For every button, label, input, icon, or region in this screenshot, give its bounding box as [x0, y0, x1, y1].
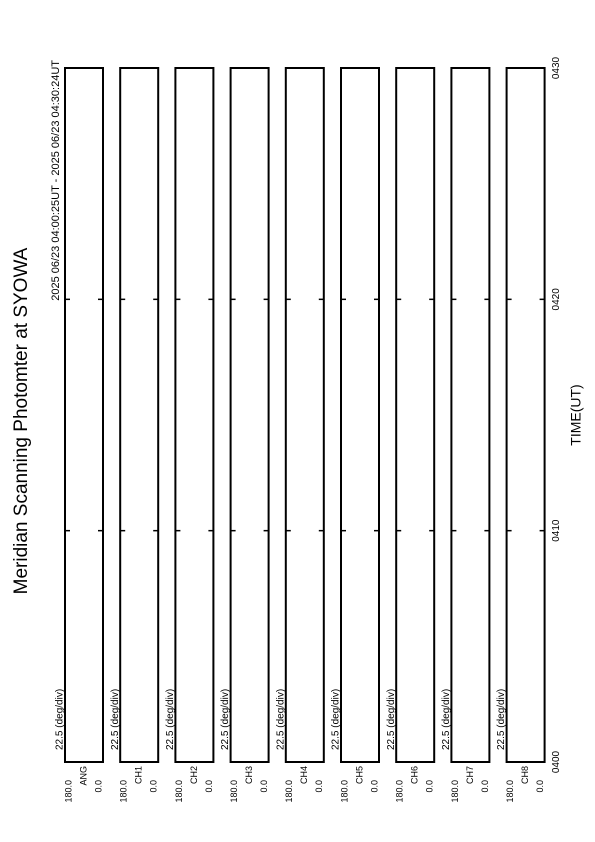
x-tick-label: 0420: [551, 288, 562, 311]
y-tick-label: 180.0: [119, 780, 129, 803]
panel-frame: [395, 67, 436, 763]
x-tick-label: 0430: [551, 56, 562, 79]
panel-label: CH7: [465, 766, 475, 784]
y-tick-label: 0.0: [204, 780, 214, 793]
panel-label: CH2: [189, 766, 199, 784]
panel-label: CH4: [299, 766, 309, 784]
y-tick-label: 180.0: [174, 780, 184, 803]
panel-label: CH1: [134, 766, 144, 784]
y-tick-label: 180.0: [63, 780, 73, 803]
x-tick-label: 0410: [551, 519, 562, 542]
y-tick-label: 0.0: [259, 780, 269, 793]
scale-label: 22.5 (deg/div): [165, 689, 176, 750]
scale-label: 22.5 (deg/div): [496, 689, 507, 750]
y-tick-label: 0.0: [425, 780, 435, 793]
y-tick-label: 180.0: [284, 780, 294, 803]
scale-label: 22.5 (deg/div): [386, 689, 397, 750]
scale-label: 22.5 (deg/div): [275, 689, 286, 750]
panel-label: CH3: [244, 766, 254, 784]
panel-frame: [229, 67, 270, 763]
panel-label: CH6: [410, 766, 420, 784]
y-tick-label: 180.0: [505, 780, 515, 803]
panel-frame: [505, 67, 546, 763]
panel-frame: [340, 67, 380, 763]
y-tick-label: 0.0: [369, 780, 379, 793]
y-tick-label: 180.0: [395, 780, 405, 803]
x-tick-label: 0400: [551, 750, 562, 773]
panel-label: ANG: [78, 766, 88, 786]
panel-frame: [64, 67, 104, 763]
y-tick-label: 0.0: [93, 780, 103, 793]
scale-label: 22.5 (deg/div): [220, 689, 231, 750]
panel-frame: [119, 67, 160, 763]
panel-frame: [174, 67, 215, 763]
scale-label: 22.5 (deg/div): [55, 689, 66, 750]
scale-label: 22.5 (deg/div): [110, 689, 121, 750]
scale-label: 22.5 (deg/div): [331, 689, 342, 750]
panel-frame: [284, 67, 325, 763]
y-tick-label: 180.0: [450, 780, 460, 803]
y-tick-label: 0.0: [480, 780, 490, 793]
y-tick-label: 180.0: [339, 780, 349, 803]
panel-label: CH8: [520, 766, 530, 784]
y-tick-label: 0.0: [314, 780, 324, 793]
chart-title: Meridian Scanning Photomter at SYOWA: [11, 247, 32, 594]
scale-label: 22.5 (deg/div): [441, 689, 452, 750]
x-axis-title: TIME(UT): [568, 384, 584, 445]
y-tick-label: 0.0: [535, 780, 545, 793]
y-tick-label: 180.0: [229, 780, 239, 803]
chart-subtitle: 2025 06/23 04:00:25UT - 2025 06/23 04:30…: [50, 60, 62, 301]
panel-frame: [450, 67, 491, 763]
panel-label: CH5: [354, 766, 364, 784]
y-tick-label: 0.0: [149, 780, 159, 793]
